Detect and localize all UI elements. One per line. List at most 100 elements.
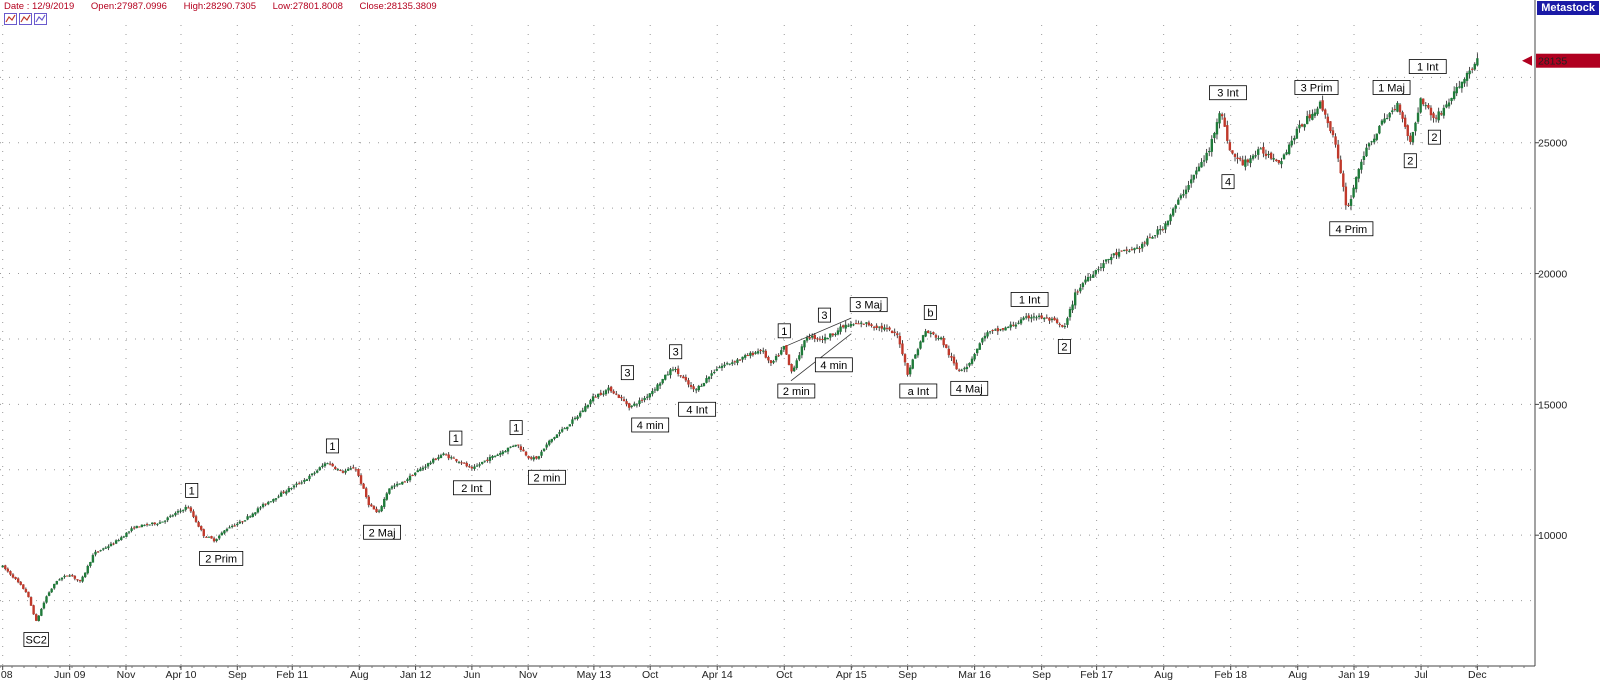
candle-body: [1473, 63, 1476, 70]
candle-body: [1393, 108, 1397, 110]
candle-body: [202, 529, 205, 537]
candle-body: [756, 351, 760, 354]
candle-body: [1004, 327, 1007, 331]
candle-body: [702, 382, 706, 386]
candle-body: [447, 454, 450, 459]
candle-body: [53, 583, 56, 589]
wave-label-text: b: [927, 307, 933, 319]
candle-body: [942, 338, 945, 346]
candle-body: [277, 496, 280, 498]
x-tick-label: Jun 09: [54, 669, 86, 681]
candle-body: [1244, 159, 1247, 167]
candle-body: [627, 403, 631, 408]
candle-body: [71, 575, 74, 577]
wave-label-text: 3 Maj: [855, 300, 882, 312]
candle-body: [1223, 117, 1226, 127]
candle-body: [236, 523, 239, 526]
candle-body: [1037, 315, 1041, 317]
candle-body: [1409, 135, 1412, 142]
candle-body: [1455, 87, 1458, 94]
candle-body: [738, 359, 742, 361]
candle-body: [254, 512, 257, 515]
candle-body: [181, 510, 185, 512]
candle-body: [1166, 220, 1170, 226]
grid: [0, 25, 1535, 666]
candle-body: [1115, 252, 1118, 256]
candle-body: [937, 338, 940, 340]
candle-body: [986, 332, 989, 337]
candle-body: [506, 447, 510, 452]
candle-body: [1110, 256, 1113, 261]
candle-body: [1097, 269, 1100, 271]
candle-body: [1135, 247, 1139, 249]
candle-body: [615, 393, 618, 395]
candle-body: [604, 390, 608, 395]
candle-body: [875, 325, 878, 329]
candle-body: [261, 504, 265, 507]
candle-body: [733, 361, 737, 363]
candle-body: [468, 466, 471, 468]
candle-body: [163, 520, 167, 522]
candle-body: [566, 426, 569, 430]
y-tick-label: 20000: [1538, 269, 1567, 281]
candle-body: [957, 369, 961, 371]
candle-body: [609, 386, 613, 392]
candle-body: [1280, 161, 1283, 165]
candle-body: [854, 323, 858, 325]
candle-body: [1403, 117, 1407, 127]
candle-body: [233, 525, 236, 527]
wave-label-text: 4 min: [820, 360, 847, 372]
candle-body: [189, 507, 193, 512]
candle-body: [37, 615, 40, 621]
chart-tool-icon[interactable]: [34, 13, 47, 25]
x-tick-label: Oct: [642, 669, 658, 681]
chart-tool-icon[interactable]: [19, 13, 32, 25]
candle-body: [259, 507, 262, 509]
wave-label-text: 2 min: [534, 472, 561, 484]
candle-body: [1208, 151, 1211, 153]
chart-tool-icon[interactable]: [4, 13, 17, 25]
wave-label-box: [1329, 221, 1374, 237]
candle-body: [728, 363, 731, 365]
candle-body: [839, 326, 842, 332]
candle-body: [988, 331, 992, 333]
quote-info-bar: Date : 12/9/2019 Open:27987.0996 High:28…: [4, 1, 451, 12]
wave-label-box: [1209, 85, 1247, 101]
candles: [1, 53, 1479, 622]
x-tick-label: Aug: [1154, 669, 1173, 681]
candle-body: [174, 513, 177, 516]
candle-body: [176, 511, 180, 513]
wave-label: 2: [1057, 339, 1071, 354]
candle-body: [996, 328, 1000, 332]
candle-body: [700, 385, 703, 387]
low-readout: Low:27801.8008: [272, 1, 343, 12]
wave-label-text: 4: [1225, 177, 1231, 189]
candle-body: [537, 456, 541, 459]
candle-body: [380, 506, 383, 512]
candle-body: [795, 360, 798, 369]
candle-body: [292, 485, 296, 488]
candle-body: [45, 596, 48, 603]
candle-body: [349, 468, 352, 470]
candle-body: [602, 393, 605, 395]
candle-body: [89, 562, 92, 567]
candle-body: [398, 483, 401, 485]
wave-label-box: [509, 420, 523, 436]
wave-label: 3: [669, 344, 683, 360]
candle-body: [1043, 317, 1046, 320]
candle-body: [1347, 204, 1350, 206]
candle-body: [1275, 159, 1278, 161]
candle-body: [104, 547, 108, 549]
y-tick-label: 25000: [1538, 138, 1567, 150]
candle-body: [83, 572, 87, 578]
candle-body: [1264, 153, 1268, 157]
candle-body: [924, 331, 927, 337]
candle-body: [9, 571, 12, 575]
y-tick-label: 15000: [1538, 399, 1567, 411]
candle-body: [857, 323, 860, 325]
candle-body: [372, 506, 376, 510]
candle-body: [1089, 276, 1092, 278]
candle-body: [1184, 189, 1188, 194]
wave-label-text: 4 Int: [686, 404, 707, 416]
